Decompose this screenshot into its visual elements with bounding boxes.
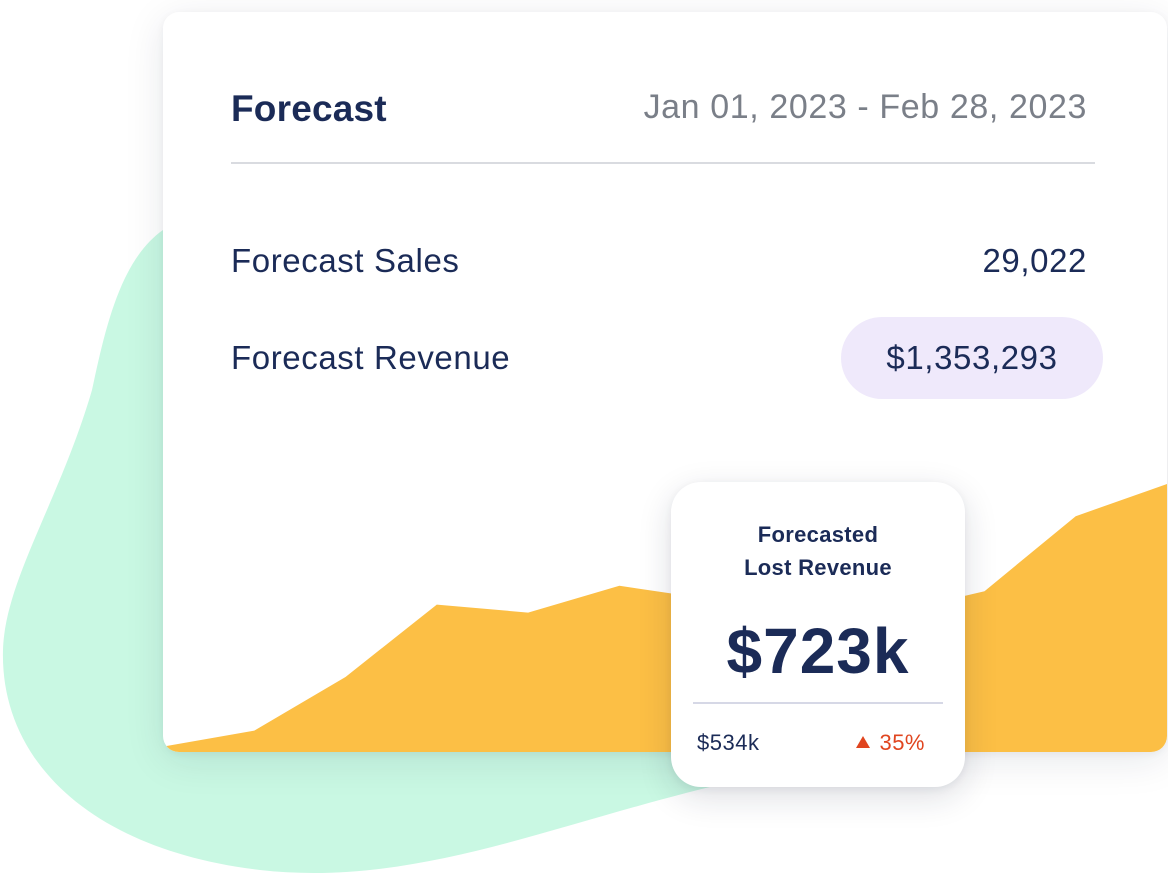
triangle-up-icon [856,736,871,748]
previous-lost-revenue: $534k [697,730,760,755]
forecast-area-chart [163,484,1167,752]
date-range[interactable]: Jan 01, 2023 - Feb 28, 2023 [643,88,1087,126]
forecast-sales-value: 29,022 [982,242,1087,279]
forecast-sales-label: Forecast Sales [231,242,460,279]
lost-revenue-change: 35% [856,730,925,756]
lost-revenue-card: Forecasted Lost Revenue $723k $534k 35% [671,482,965,787]
lost-revenue-title-line2: Lost Revenue [744,555,892,580]
lost-revenue-divider [693,702,943,704]
forecast-revenue-badge: $1,353,293 [841,317,1103,399]
lost-revenue-title: Forecasted Lost Revenue [671,518,965,584]
lost-revenue-value: $723k [726,615,910,687]
lost-revenue-change-value: 35% [879,730,925,755]
lost-revenue-title-line1: Forecasted [757,522,879,547]
forecast-revenue-label: Forecast Revenue [231,339,511,376]
header-divider [231,162,1095,164]
card-title: Forecast [231,88,387,129]
forecast-area [163,484,1167,752]
forecast-card: Forecast Jan 01, 2023 - Feb 28, 2023 For… [163,12,1167,752]
forecast-revenue-value: $1,353,293 [886,339,1058,376]
